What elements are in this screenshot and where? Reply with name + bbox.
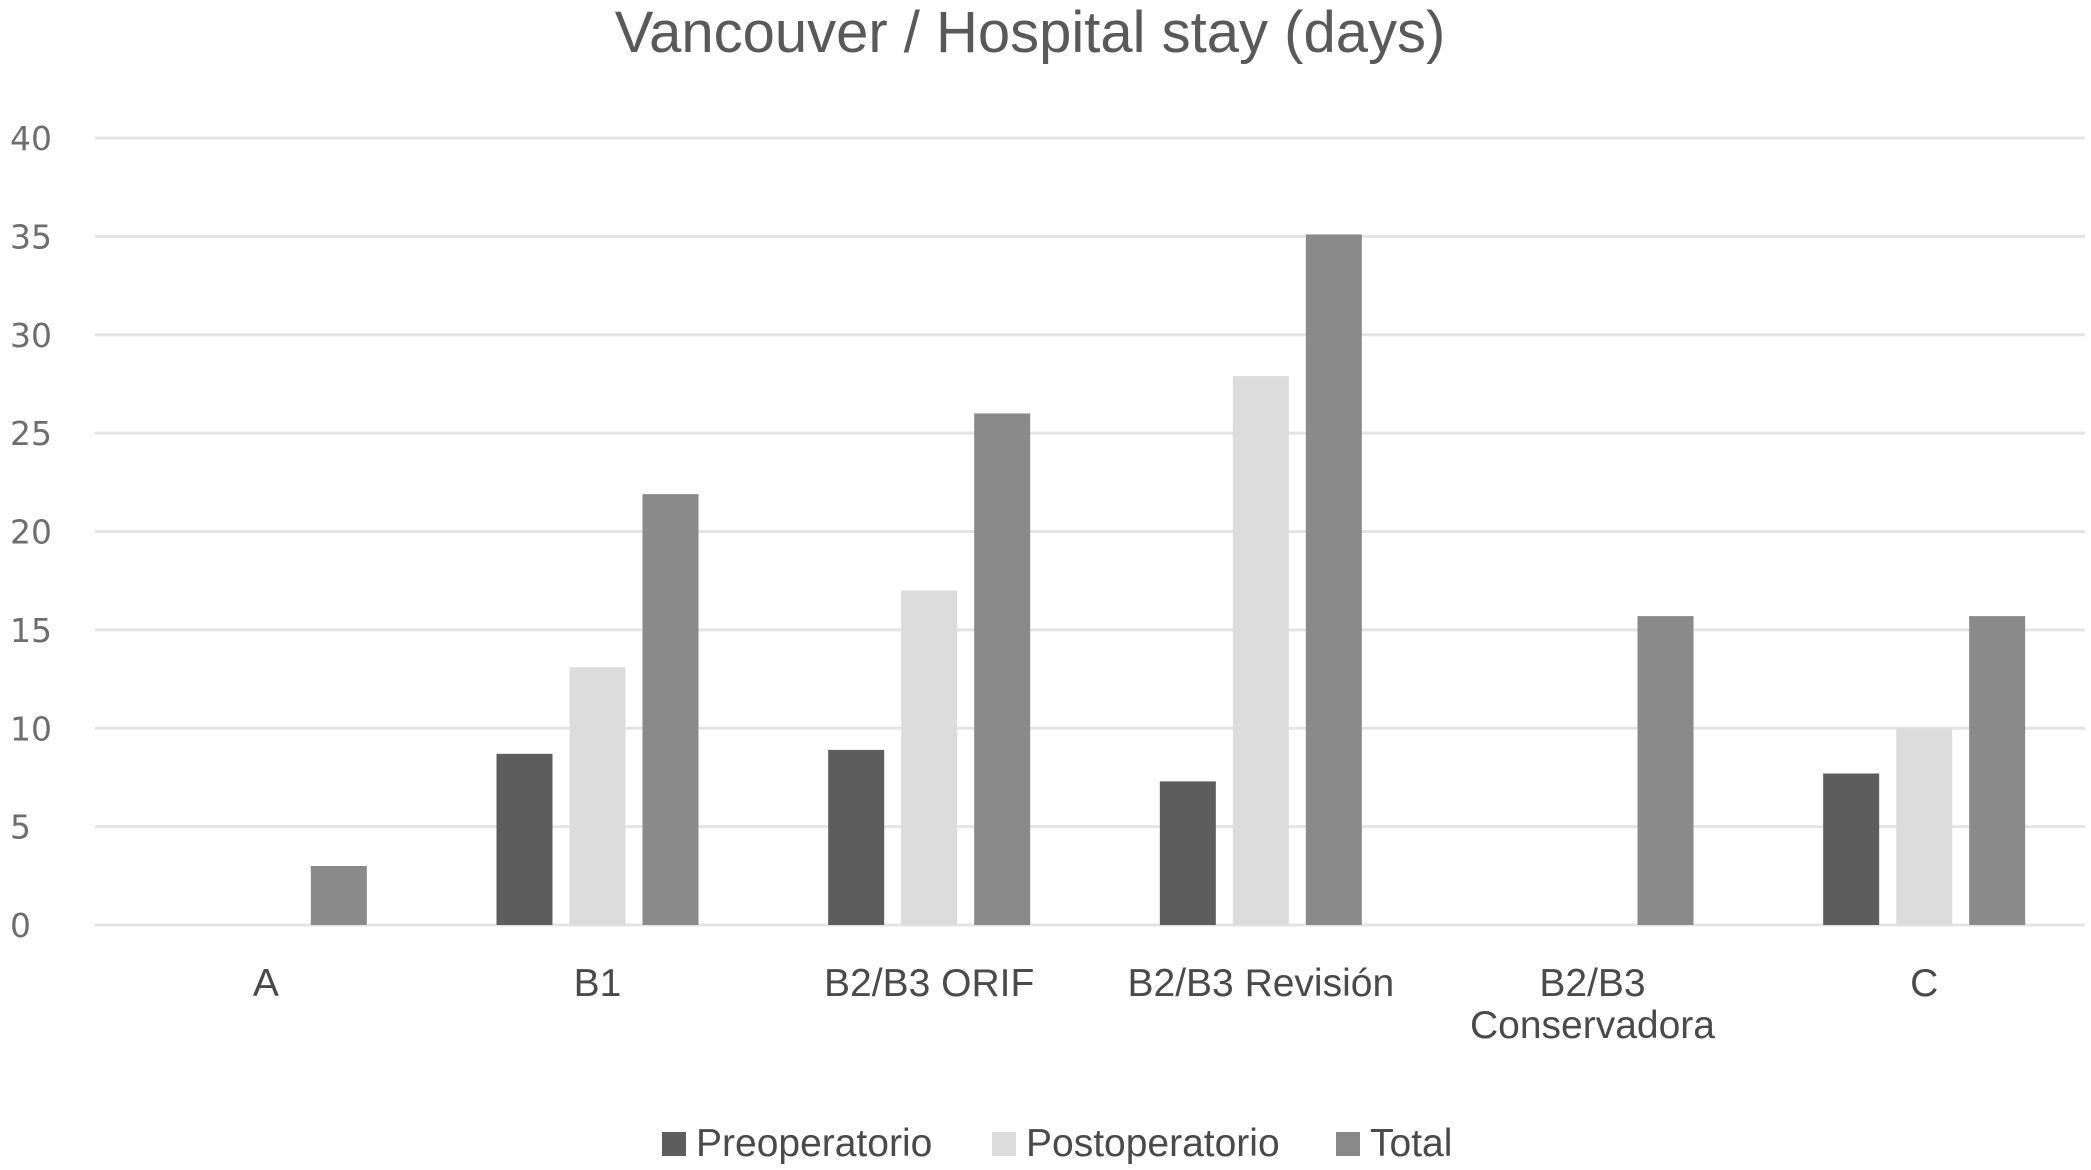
bar-total (974, 413, 1031, 925)
x-tick-label: B2/B3 ORIF (824, 962, 1034, 1005)
bar-preoperatorio (1159, 781, 1216, 925)
y-tick-label: 25 (10, 414, 52, 453)
x-tick-label: B1 (574, 962, 622, 1005)
bar-total (1637, 616, 1694, 925)
bars (310, 234, 2026, 926)
y-tick-label: 20 (10, 513, 52, 552)
legend-swatch-postoperatorio (992, 1132, 1016, 1156)
bar-total (1969, 616, 2026, 925)
x-axis-labels: A B1 B2/B3 ORIF B2/B3 Revisión B2/B3 Conserva… (253, 962, 1938, 1047)
y-tick-label: 10 (10, 709, 52, 748)
bar-preoperatorio (828, 749, 885, 925)
y-tick-label: 15 (10, 611, 52, 650)
y-tick-label: 35 (10, 217, 52, 256)
bar-preoperatorio (1823, 773, 1880, 925)
bar-postoperatorio (569, 667, 626, 925)
legend-label-preoperatorio: Preoperatorio (696, 1122, 932, 1165)
x-tick-label: C (1910, 962, 1938, 1005)
chart-title: Vancouver / Hospital stay (days) (615, 0, 1446, 65)
y-tick-label: 5 (10, 808, 31, 847)
bar-total (1305, 234, 1362, 926)
x-tick-label: B2/B3 Revisión (1128, 962, 1395, 1005)
bar-total (642, 494, 699, 925)
y-axis-ticks: 0 5 10 15 20 25 30 35 40 (10, 119, 52, 945)
bar-postoperatorio (901, 590, 958, 925)
bar-postoperatorio (1896, 728, 1953, 925)
legend-swatch-total (1336, 1132, 1360, 1156)
legend-label-postoperatorio: Postoperatorio (1026, 1122, 1280, 1165)
y-tick-label: 30 (10, 316, 52, 355)
x-tick-label: B2/B3 Conservadora (1470, 962, 1715, 1047)
bar-total (310, 865, 367, 925)
legend: Preoperatorio Postoperatorio Total (662, 1122, 1452, 1165)
y-tick-label: 40 (10, 119, 52, 158)
x-tick-label: A (253, 962, 279, 1005)
y-tick-label: 0 (10, 906, 31, 945)
gridlines (95, 136, 2085, 927)
bar-preoperatorio (496, 753, 553, 925)
bar-postoperatorio (1232, 376, 1289, 925)
legend-label-total: Total (1370, 1122, 1452, 1165)
legend-swatch-preoperatorio (662, 1132, 686, 1156)
